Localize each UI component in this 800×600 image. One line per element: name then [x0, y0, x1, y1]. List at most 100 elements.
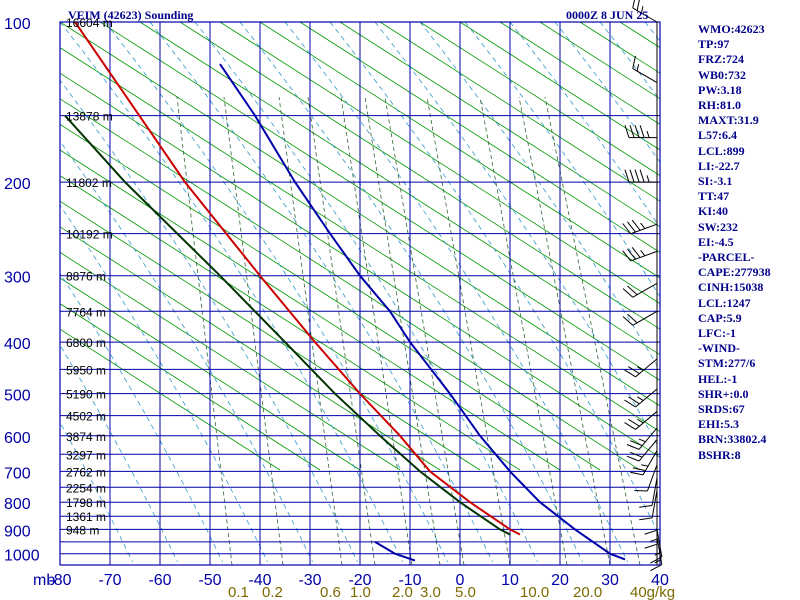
- height-label: 948 m: [66, 523, 99, 537]
- wind-barb: [624, 358, 658, 378]
- index-row: KI:40: [698, 204, 728, 219]
- dry-adiabat-line: [60, 98, 641, 471]
- height-label: 2254 m: [66, 481, 106, 495]
- sounding-profile-line: [219, 63, 626, 561]
- pressure-tick-label: 600: [4, 430, 31, 447]
- temperature-tick-label: -50: [198, 572, 221, 589]
- index-row: LCL:899: [698, 143, 745, 158]
- mixing-ratio-label: 0.1: [228, 584, 249, 600]
- wind-barb: [624, 411, 658, 430]
- temperature-tick-label: -80: [48, 572, 71, 589]
- dry-adiabat-line: [60, 328, 281, 471]
- height-label: 7764 m: [66, 305, 106, 319]
- index-row: LCL:1247: [698, 295, 751, 310]
- sounding-datetime: 0000Z 8 JUN 25: [566, 8, 649, 22]
- sounding-profile-line: [64, 114, 511, 536]
- pressure-tick-label: 1000: [4, 548, 40, 565]
- wind-barb-column: [622, 0, 663, 572]
- index-row: CAPE:277938: [698, 265, 771, 280]
- index-row: CINH:15038: [698, 280, 764, 295]
- indices-panel: WMO:42623 TP:97 FRZ:724 WB0:732 PW:3.18 RH:81…: [698, 22, 798, 463]
- height-label: 10192 m: [66, 228, 113, 242]
- index-row: -PARCEL-: [698, 250, 755, 265]
- sounding-profile-line: [374, 541, 416, 562]
- dry-adiabat-line: [139, 22, 660, 356]
- index-row: TP:97: [698, 37, 730, 52]
- wind-barb: [622, 282, 658, 298]
- mixing-ratio-label: 0.2: [262, 584, 283, 600]
- wind-barb: [650, 536, 663, 572]
- temperature-tick-label: 20: [551, 572, 569, 589]
- height-label: 13878 m: [66, 110, 113, 124]
- dry-adiabat-line: [99, 22, 660, 381]
- wind-barb: [622, 310, 658, 326]
- wind-barb: [624, 169, 657, 183]
- dry-adiabat-line: [60, 200, 481, 471]
- index-row: SW:232: [698, 219, 739, 234]
- dry-adiabat-line: [60, 72, 660, 458]
- index-row: WB0:732: [698, 67, 746, 82]
- mixing-ratio-label: 5.0: [455, 584, 476, 600]
- wind-barb: [626, 427, 658, 450]
- index-row: EHI:5.3: [698, 417, 740, 432]
- wind-barb: [634, 464, 658, 492]
- mixing-ratio-label: 3.0: [420, 584, 441, 600]
- index-row: STM:277/6: [698, 356, 756, 371]
- dry-adiabat-line: [60, 303, 321, 471]
- dry-adiabat-line: [60, 123, 601, 471]
- height-label: 3297 m: [66, 448, 106, 462]
- wind-barb: [639, 477, 658, 508]
- height-label: 5190 m: [66, 388, 106, 402]
- index-row: MAXT:31.9: [698, 113, 759, 128]
- pressure-tick-label: 500: [4, 388, 31, 405]
- pressure-tick-label: 300: [4, 270, 31, 287]
- mixing-ratio-label: 1.0: [350, 584, 371, 600]
- pressure-tick-label: 900: [4, 523, 31, 540]
- temperature-tick-label: 40: [651, 572, 669, 589]
- index-row: SHR+:0.0: [698, 386, 749, 401]
- height-label: 11802 m: [66, 176, 112, 190]
- mixing-ratio-label: 2.0: [392, 584, 413, 600]
- temperature-tick-label: 10: [501, 572, 519, 589]
- index-row: LI:-22.7: [698, 158, 740, 173]
- pressure-tick-label: 400: [4, 336, 31, 353]
- dry-adiabats: [60, 22, 660, 471]
- temperature-tick-label: -40: [248, 572, 271, 589]
- wind-barb: [624, 125, 657, 139]
- wind-barb: [624, 388, 658, 408]
- dry-adiabat-line: [60, 277, 361, 471]
- mixing-ratio-label: 40g/kg: [630, 584, 675, 600]
- index-row: BSHR:8: [698, 447, 741, 462]
- index-row: CAP:5.9: [698, 310, 742, 325]
- height-label: 8876 m: [66, 270, 106, 284]
- dry-adiabat-line: [459, 22, 660, 151]
- wind-barb: [630, 450, 658, 476]
- height-label: 1798 m: [66, 496, 106, 510]
- wind-barb: [632, 0, 658, 23]
- dry-adiabat-line: [60, 47, 660, 433]
- index-row: LFC:-1: [698, 326, 736, 341]
- plot-frame: [59, 21, 661, 566]
- temperature-tick-label: 0: [456, 572, 465, 589]
- temperature-tick-label: 30: [601, 572, 619, 589]
- height-label: 5950 m: [66, 363, 106, 377]
- pressure-tick-label: 800: [4, 496, 31, 513]
- index-row: SRDS:67: [698, 402, 745, 417]
- index-row: BRN:33802.4: [698, 432, 767, 447]
- dry-adiabat-line: [60, 251, 401, 471]
- temperature-tick-label: -10: [398, 572, 421, 589]
- height-label: 3874 m: [66, 430, 106, 444]
- height-label: 6800 m: [66, 336, 106, 350]
- index-row: RH:81.0: [698, 98, 741, 113]
- dry-adiabat-line: [60, 226, 441, 471]
- temperature-tick-label: -20: [348, 572, 371, 589]
- sounding-profiles: [64, 22, 626, 562]
- mixing-ratio-label: 0.6: [320, 584, 341, 600]
- dry-adiabat-line: [379, 22, 660, 202]
- index-row: WMO:42623: [698, 22, 765, 36]
- height-label: 4502 m: [66, 410, 106, 424]
- wind-barb: [622, 246, 658, 262]
- mixing-ratio-label: 10.0: [520, 584, 549, 600]
